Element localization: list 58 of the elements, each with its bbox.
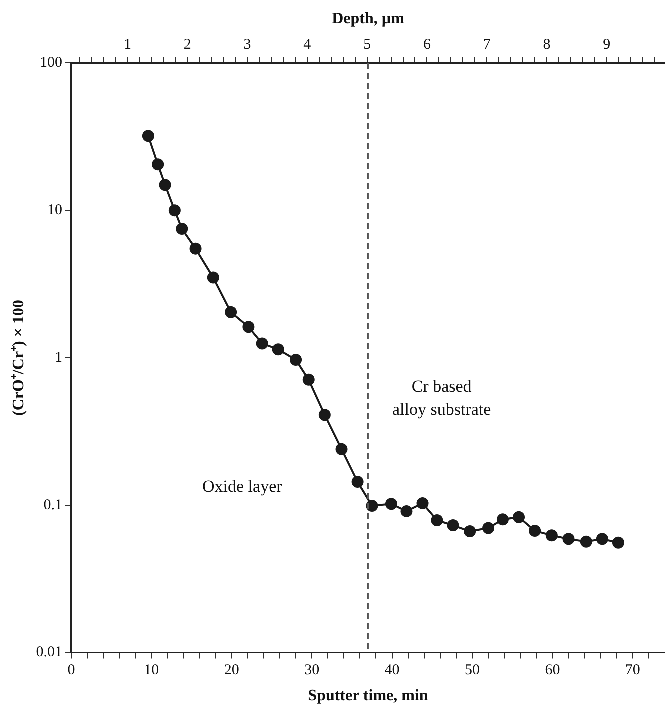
y-tick-label: 0.1 bbox=[44, 497, 62, 514]
x2-tick-label: 8 bbox=[543, 37, 551, 54]
point bbox=[447, 520, 460, 532]
y-tick-label: 10 bbox=[47, 202, 62, 219]
point bbox=[612, 536, 624, 549]
point bbox=[225, 306, 238, 318]
point bbox=[168, 204, 181, 217]
point bbox=[385, 498, 398, 510]
point bbox=[400, 505, 413, 518]
x-tick-label: 60 bbox=[545, 662, 560, 679]
x2-tick-label: 6 bbox=[423, 37, 432, 54]
point bbox=[431, 514, 444, 526]
y-tick-label: 100 bbox=[40, 55, 62, 72]
x2-tick-label: 7 bbox=[483, 37, 492, 54]
x2-tick-label: 5 bbox=[364, 37, 372, 54]
x2-tick-label: 1 bbox=[124, 37, 132, 54]
point bbox=[176, 223, 188, 236]
point bbox=[464, 526, 476, 538]
point bbox=[529, 525, 542, 538]
x2-tick-label: 4 bbox=[304, 37, 312, 54]
x2-tick-label: 9 bbox=[603, 37, 611, 54]
point bbox=[207, 272, 220, 284]
annotation: Cr based alloy substrate bbox=[392, 377, 492, 420]
point bbox=[596, 533, 608, 546]
x-tick-label: 50 bbox=[464, 662, 480, 679]
annotation: Oxide layer bbox=[202, 477, 283, 496]
x2-axis-title: Depth, µm bbox=[332, 10, 406, 28]
point bbox=[513, 511, 526, 524]
x2-tick-label: 2 bbox=[184, 37, 192, 54]
x-axis-title: Sputter time, min bbox=[308, 688, 428, 705]
point bbox=[546, 530, 558, 542]
point bbox=[352, 476, 364, 488]
point bbox=[482, 522, 495, 534]
point bbox=[159, 179, 172, 192]
point bbox=[416, 498, 429, 510]
y-axis-title: (CrO⁺/Cr⁺) × 100 bbox=[10, 300, 28, 416]
x2-tick-label: 3 bbox=[244, 37, 252, 54]
point bbox=[272, 344, 284, 356]
y-tick-label: 0.01 bbox=[36, 644, 62, 661]
y-tick-label: 1 bbox=[54, 350, 62, 366]
point bbox=[256, 338, 268, 350]
x-tick-label: 70 bbox=[625, 662, 640, 679]
point bbox=[290, 354, 302, 366]
point bbox=[302, 374, 315, 386]
x-tick-label: 40 bbox=[384, 662, 400, 679]
x-tick-label: 30 bbox=[304, 662, 320, 679]
point bbox=[152, 158, 164, 171]
point bbox=[318, 409, 331, 422]
point bbox=[190, 242, 202, 255]
point bbox=[562, 533, 575, 546]
point bbox=[142, 130, 154, 142]
point bbox=[580, 536, 592, 548]
x-tick-label: 10 bbox=[144, 662, 160, 679]
point bbox=[336, 443, 348, 456]
point bbox=[496, 514, 509, 526]
x-tick-label: 20 bbox=[224, 662, 240, 679]
point bbox=[242, 321, 255, 334]
x-tick-label: 0 bbox=[68, 662, 76, 679]
